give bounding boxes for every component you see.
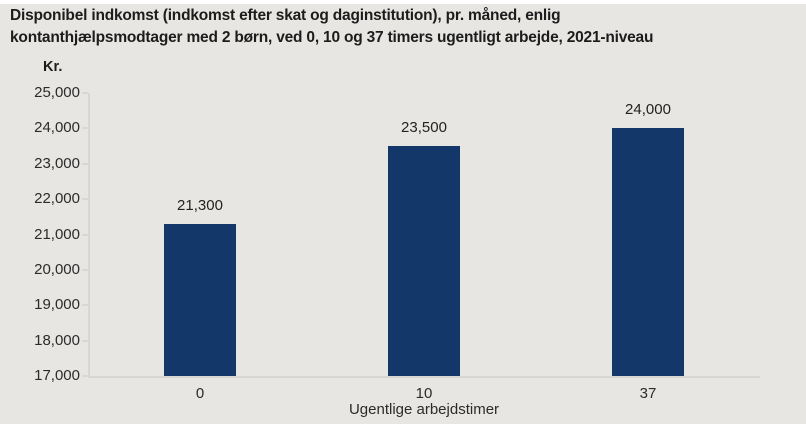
x-axis-title: Ugentlige arbejdstimer	[348, 401, 500, 418]
y-tick-mark	[82, 162, 88, 165]
y-tick-mark	[82, 92, 88, 94]
x-tick-label: 10	[415, 385, 433, 402]
chart-title-line-1: Disponibel indkomst (indkomst efter skat…	[10, 7, 561, 24]
bar-value-label: 21,300	[177, 196, 223, 214]
y-tick-mark	[82, 375, 88, 377]
y-tick-label: 19,000	[34, 296, 80, 314]
y-tick-label: 18,000	[34, 331, 80, 349]
y-axis-line	[88, 93, 90, 376]
bar-value-label: 24,000	[625, 101, 671, 119]
y-tick-mark	[82, 233, 88, 236]
bar-value-label: 23,500	[401, 119, 447, 137]
y-tick-label: 25,000	[34, 84, 80, 101]
chart-title-line-2: kontanthjælpsmodtager med 2 børn, ved 0,…	[10, 29, 654, 46]
bar-37	[612, 128, 684, 376]
bar-10	[388, 146, 460, 376]
y-tick-mark	[82, 127, 88, 130]
y-tick-label: 17,000	[34, 367, 80, 384]
y-tick-label: 20,000	[34, 260, 80, 278]
y-tick-label: 22,000	[34, 190, 80, 208]
y-axis-unit-label: Kr.	[43, 59, 63, 75]
y-tick-mark	[82, 339, 88, 342]
x-tick-label: 37	[639, 385, 657, 402]
y-tick-label: 23,000	[34, 154, 80, 172]
x-axis-line	[88, 376, 760, 378]
y-tick-label: 24,000	[34, 119, 80, 137]
y-tick-mark	[82, 304, 88, 307]
x-tick-label: 0	[195, 385, 205, 402]
chart-title: Disponibel indkomst (indkomst efter skat…	[10, 5, 790, 49]
y-tick-mark	[82, 198, 88, 201]
y-tick-mark	[82, 268, 88, 271]
y-tick-label: 21,000	[34, 225, 80, 243]
bar-0	[164, 223, 236, 376]
